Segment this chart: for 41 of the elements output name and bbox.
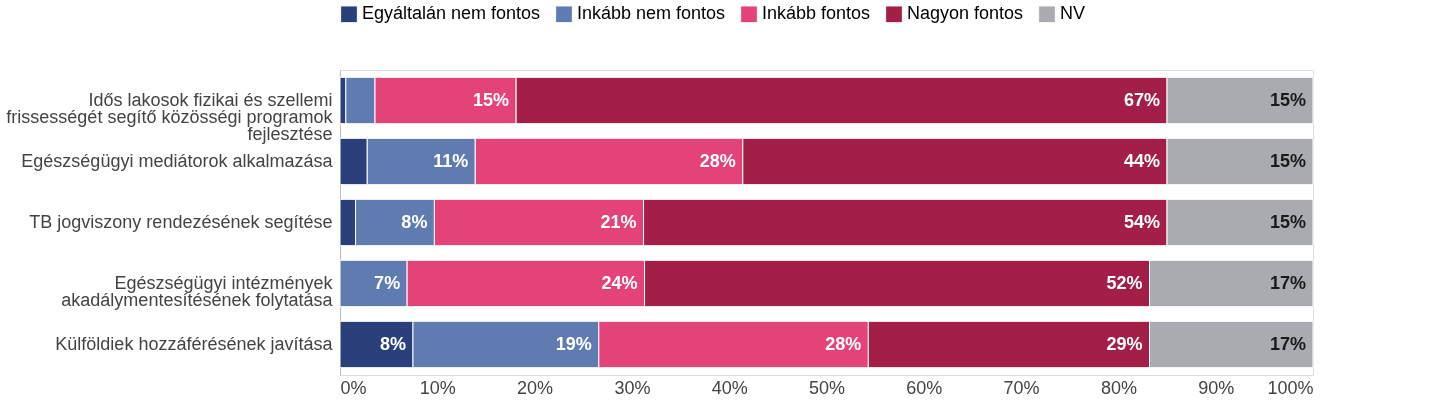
data-label: 17% xyxy=(1269,272,1306,293)
data-label: 17% xyxy=(1269,333,1306,354)
x-tick-label: 50% xyxy=(808,377,846,398)
x-tick-label: 60% xyxy=(906,377,943,398)
y-tick-label: Egészségügyi intézmények akadálymentesítésének folytatása xyxy=(61,272,334,310)
data-label: 7% xyxy=(374,272,401,293)
data-label: 54% xyxy=(1124,211,1161,232)
data-label: 15% xyxy=(1269,211,1306,232)
legend-label: NV xyxy=(1060,3,1086,24)
legend-label: Inkább nem fontos xyxy=(577,3,726,24)
x-tick-label: 10% xyxy=(419,377,456,398)
x-tick-label: 0% xyxy=(340,377,367,398)
y-tick-label: TB jogviszony rendezésének segítése xyxy=(29,211,333,232)
data-label: 11% xyxy=(433,150,469,171)
data-label: 24% xyxy=(601,272,638,293)
x-tick-label: 70% xyxy=(1003,377,1040,398)
x-tick-label: 20% xyxy=(517,377,554,398)
data-label: 67% xyxy=(1124,89,1161,110)
data-label: 19% xyxy=(555,333,592,354)
data-label: 29% xyxy=(1106,333,1143,354)
x-tick-label: 90% xyxy=(1198,377,1235,398)
data-label: 52% xyxy=(1106,272,1143,293)
x-tick-label: 100% xyxy=(1267,377,1314,398)
data-label: 8% xyxy=(401,211,428,232)
legend-label: Nagyon fontos xyxy=(907,3,1024,24)
x-tick-label: 30% xyxy=(614,377,651,398)
data-label: 15% xyxy=(1269,89,1306,110)
data-label: 15% xyxy=(473,89,510,110)
data-label: 44% xyxy=(1124,150,1161,171)
x-tick-label: 80% xyxy=(1100,377,1137,398)
legend-label: Egyáltalán nem fontos xyxy=(362,3,541,24)
data-label: 28% xyxy=(825,333,862,354)
data-label: 28% xyxy=(699,150,736,171)
data-label: 21% xyxy=(600,211,637,232)
data-label: 15% xyxy=(1269,150,1306,171)
y-tick-label: Egészségügyi mediátorok alkalmazása xyxy=(21,150,334,171)
y-tick-label: Külföldiek hozzáférésének javítása xyxy=(55,333,334,354)
y-tick-label: Idős lakosok fizikai és szellemi frissességét segítő közösségi programok fejlesztése xyxy=(6,89,334,144)
data-label: 8% xyxy=(379,333,406,354)
legend-label: Inkább fontos xyxy=(762,3,871,24)
x-tick-label: 40% xyxy=(711,377,748,398)
